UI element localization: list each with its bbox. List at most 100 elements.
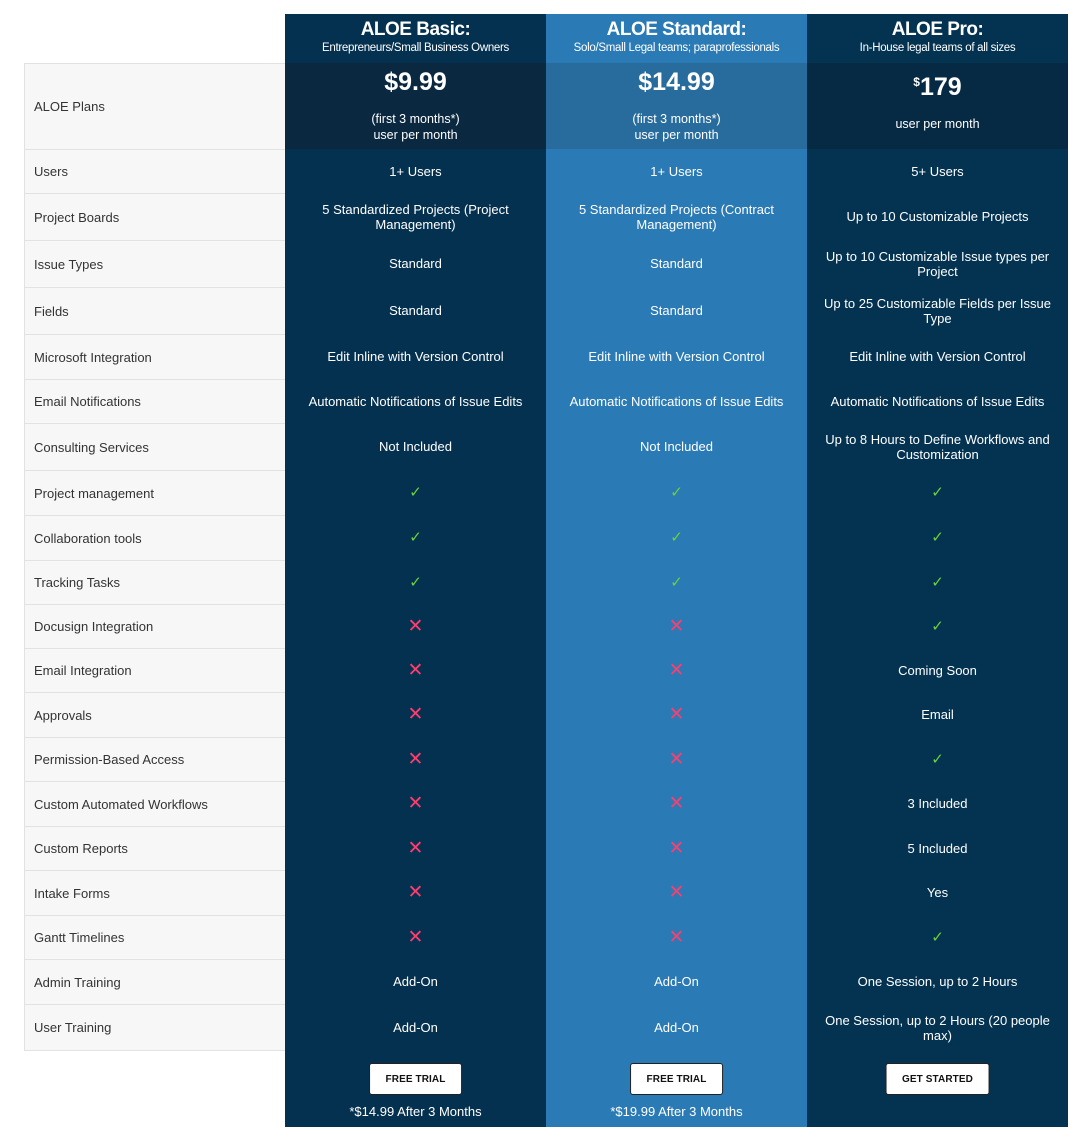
feature-value: 5+ Users xyxy=(911,163,964,179)
feature-row: User Training xyxy=(24,1004,285,1051)
plan-feature-cell: ✓ xyxy=(807,560,1068,604)
cross-icon: ✕ xyxy=(668,837,685,859)
price-block: $14.99 (first 3 months*) user per month xyxy=(546,63,807,149)
plan-feature-cell: 5 Included xyxy=(807,826,1068,870)
price: $9.99 xyxy=(384,68,447,96)
feature-label: Admin Training xyxy=(34,974,121,990)
feature-label: Users xyxy=(34,164,68,179)
feature-label: Intake Forms xyxy=(34,885,110,901)
plan-feature-cell: ✕ xyxy=(546,648,807,692)
checkmark-icon: ✓ xyxy=(670,529,683,546)
feature-row: Project management xyxy=(24,470,285,515)
free-trial-button[interactable]: FREE TRIAL xyxy=(368,1063,463,1095)
plan-feature-cell: Up to 8 Hours to Define Workflows and Cu… xyxy=(807,423,1068,470)
feature-value: 1+ Users xyxy=(389,163,442,179)
plan-feature-cell: ✓ xyxy=(807,604,1068,648)
feature-row: Issue Types xyxy=(24,240,285,287)
plan-header: ALOE Pro: In-House legal teams of all si… xyxy=(807,14,1068,63)
feature-row: Custom Reports xyxy=(24,826,285,870)
get-started-button[interactable]: GET STARTED xyxy=(885,1063,990,1095)
plan-subtitle: Solo/Small Legal teams; paraprofessional… xyxy=(573,42,780,54)
feature-value: Coming Soon xyxy=(898,662,977,678)
plan-feature-cell: ✕ xyxy=(546,870,807,915)
plan-feature-cell: ✕ xyxy=(285,692,546,737)
feature-row: Fields xyxy=(24,287,285,334)
cross-icon: ✕ xyxy=(407,615,424,637)
cross-icon: ✕ xyxy=(668,659,685,681)
plan-feature-cell: ✓ xyxy=(285,515,546,560)
checkmark-icon: ✓ xyxy=(409,573,422,591)
feature-value: Add-On xyxy=(654,1020,699,1035)
checkmark-icon: ✓ xyxy=(409,529,422,546)
plan-column-basic: ALOE Basic: Entrepreneurs/Small Business… xyxy=(285,14,546,1127)
price-note-line-1: (first 3 months*) xyxy=(632,112,721,126)
plan-feature-cell: ✓ xyxy=(546,560,807,604)
feature-header: ALOE Plans xyxy=(24,63,285,149)
feature-row: Docusign Integration xyxy=(24,604,285,648)
after-trial-price-note: *$19.99 After 3 Months xyxy=(610,1104,743,1119)
feature-label: Fields xyxy=(34,303,69,319)
feature-row: Email Notifications xyxy=(24,379,285,423)
plan-feature-cell: ✓ xyxy=(546,470,807,515)
plan-feature-cell: ✕ xyxy=(546,737,807,781)
feature-value: Automatic Notifications of Issue Edits xyxy=(308,393,523,409)
plan-subtitle: Entrepreneurs/Small Business Owners xyxy=(322,42,509,54)
plan-feature-cell: Up to 25 Customizable Fields per Issue T… xyxy=(807,287,1068,334)
feature-row: Intake Forms xyxy=(24,870,285,915)
plan-feature-cell: 5 Standardized Projects (Contract Manage… xyxy=(546,193,807,240)
cross-icon: ✕ xyxy=(407,704,424,725)
plan-feature-cell: Edit Inline with Version Control xyxy=(546,334,807,379)
plan-feature-cell: Up to 10 Customizable Projects xyxy=(807,193,1068,240)
feature-row: Custom Automated Workflows xyxy=(24,781,285,826)
feature-label: Custom Automated Workflows xyxy=(34,796,208,812)
feature-value: Up to 8 Hours to Define Workflows and Cu… xyxy=(825,431,1050,462)
price-block: $179 user per month xyxy=(807,63,1068,149)
feature-value: One Session, up to 2 Hours (20 people ma… xyxy=(825,1012,1050,1043)
plan-name: ALOE Standard: xyxy=(606,19,747,40)
feature-row: Project Boards xyxy=(24,193,285,240)
feature-label: User Training xyxy=(34,1020,112,1035)
plan-feature-cell: 5 Standardized Projects (Project Managem… xyxy=(285,193,546,240)
plan-feature-cell: ✕ xyxy=(285,915,546,959)
feature-label: Permission-Based Access xyxy=(34,752,185,767)
feature-row: Email Integration xyxy=(24,648,285,692)
plan-feature-cell: ✕ xyxy=(285,870,546,915)
feature-value: 1+ Users xyxy=(650,163,703,179)
price-note-line-2: user per month xyxy=(373,128,458,142)
cross-icon: ✕ xyxy=(407,882,424,903)
plan-feature-cell: Coming Soon xyxy=(807,648,1068,692)
plan-feature-cell: Yes xyxy=(807,870,1068,915)
after-trial-price-note: *$14.99 After 3 Months xyxy=(349,1104,482,1119)
feature-label: Project Boards xyxy=(34,209,120,225)
plan-feature-cell: ✓ xyxy=(807,515,1068,560)
cross-icon: ✕ xyxy=(668,748,685,770)
cross-icon: ✕ xyxy=(668,615,685,637)
plan-feature-cell: Add-On xyxy=(546,959,807,1004)
checkmark-icon: ✓ xyxy=(931,529,944,546)
plan-feature-cell: Automatic Notifications of Issue Edits xyxy=(807,379,1068,423)
feature-value: 3 Included xyxy=(907,796,968,811)
plan-feature-cell: Not Included xyxy=(546,423,807,470)
feature-label: Email Integration xyxy=(34,663,132,678)
feature-value: Automatic Notifications of Issue Edits xyxy=(569,393,784,409)
checkmark-icon: ✓ xyxy=(931,617,944,635)
plan-column-standard: ALOE Standard: Solo/Small Legal teams; p… xyxy=(546,14,807,1127)
price-note-line-1: (first 3 months*) xyxy=(371,112,460,126)
checkmark-icon: ✓ xyxy=(931,928,944,946)
plan-feature-cell: Standard xyxy=(546,240,807,287)
feature-value: Edit Inline with Version Control xyxy=(849,349,1026,364)
checkmark-icon: ✓ xyxy=(931,484,944,501)
plan-feature-cell: 5+ Users xyxy=(807,149,1068,193)
feature-label: Gantt Timelines xyxy=(34,930,125,945)
feature-label: Microsoft Integration xyxy=(34,349,152,365)
feature-value: 5 Standardized Projects (Contract Manage… xyxy=(578,201,775,232)
price-note: (first 3 months*) user per month xyxy=(546,111,807,143)
feature-value: Add-On xyxy=(654,974,699,989)
checkmark-icon: ✓ xyxy=(670,573,683,591)
free-trial-button[interactable]: FREE TRIAL xyxy=(629,1063,724,1095)
feature-value: Standard xyxy=(389,303,442,318)
feature-value: Email xyxy=(921,707,954,722)
plan-feature-cell: Up to 10 Customizable Issue types per Pr… xyxy=(807,240,1068,287)
plan-feature-cell: Standard xyxy=(546,287,807,334)
features-header-label: ALOE Plans xyxy=(34,99,105,114)
